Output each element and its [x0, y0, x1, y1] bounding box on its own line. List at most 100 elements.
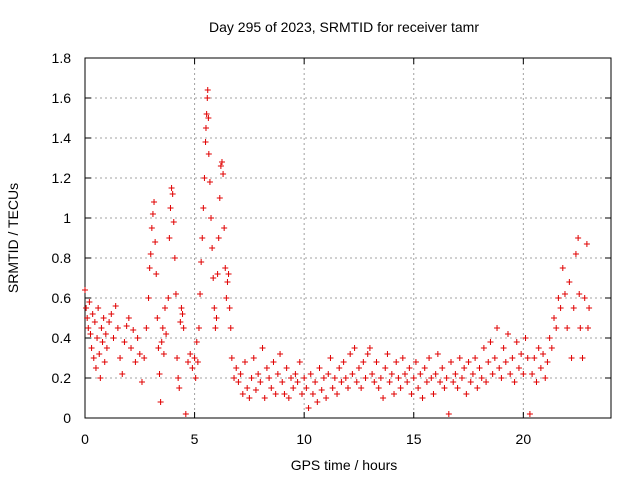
data-point	[456, 355, 463, 361]
data-point	[175, 375, 182, 381]
data-point	[491, 355, 498, 361]
data-point	[349, 371, 356, 377]
data-point	[138, 379, 145, 385]
y-axis-label: SRMTID / TECUs	[5, 183, 21, 293]
data-point	[231, 375, 238, 381]
data-point	[584, 325, 591, 331]
data-point	[555, 295, 562, 301]
data-point	[548, 345, 555, 351]
data-point	[388, 371, 395, 377]
data-point	[208, 215, 215, 221]
data-point	[426, 355, 433, 361]
data-point	[87, 331, 94, 337]
data-point	[404, 379, 411, 385]
data-point	[222, 265, 229, 271]
data-point	[509, 355, 516, 361]
y-tick-label: 0.8	[52, 250, 72, 266]
data-point	[217, 163, 224, 169]
y-tick-label: 1.8	[52, 50, 72, 66]
data-point	[152, 239, 159, 245]
data-point	[312, 379, 319, 385]
data-point	[502, 359, 509, 365]
data-point	[518, 351, 525, 357]
data-point	[399, 355, 406, 361]
data-point	[338, 379, 345, 385]
data-point	[369, 371, 376, 377]
data-point	[520, 371, 527, 377]
data-point	[401, 371, 408, 377]
data-point	[174, 355, 181, 361]
data-point	[171, 255, 178, 261]
data-point	[91, 319, 98, 325]
data-point	[329, 385, 336, 391]
data-point	[218, 159, 225, 165]
data-point	[257, 379, 264, 385]
data-point	[496, 365, 503, 371]
data-point	[443, 375, 450, 381]
data-point	[82, 287, 88, 293]
data-point	[205, 151, 212, 157]
data-point	[283, 365, 290, 371]
data-point	[583, 241, 590, 247]
data-point	[336, 365, 343, 371]
data-point	[182, 411, 189, 417]
data-point	[141, 355, 148, 361]
data-point	[345, 385, 351, 391]
data-point	[577, 325, 584, 331]
data-point	[157, 399, 164, 405]
data-point	[380, 395, 387, 401]
data-point	[160, 351, 167, 357]
data-point	[480, 345, 487, 351]
data-point	[170, 219, 177, 225]
data-point	[441, 385, 448, 391]
data-point	[206, 179, 213, 185]
data-point	[393, 359, 400, 365]
data-point	[561, 291, 568, 297]
data-point	[279, 379, 286, 385]
data-point	[212, 325, 219, 331]
data-point	[97, 375, 104, 381]
data-point	[191, 355, 198, 361]
data-point	[298, 391, 305, 397]
data-point	[340, 359, 347, 365]
data-point	[487, 339, 494, 345]
data-point	[439, 365, 446, 371]
data-point	[586, 305, 593, 311]
data-point	[237, 371, 244, 377]
data-point	[100, 315, 107, 321]
data-point	[445, 411, 452, 417]
data-point	[327, 355, 334, 361]
x-tick-label: 5	[191, 431, 199, 447]
data-point	[531, 355, 538, 361]
data-point	[318, 387, 325, 393]
data-point	[469, 371, 476, 377]
data-point	[437, 379, 444, 385]
data-point	[146, 265, 153, 271]
data-point	[498, 375, 505, 381]
data-point	[290, 385, 297, 391]
data-point	[305, 405, 312, 411]
data-point	[274, 371, 281, 377]
data-point	[576, 291, 583, 297]
data-point	[108, 311, 115, 317]
data-point	[568, 355, 575, 361]
data-point	[94, 335, 101, 341]
data-point	[384, 351, 391, 357]
data-point	[364, 351, 371, 357]
data-point	[331, 375, 338, 381]
data-point	[410, 375, 417, 381]
data-point	[570, 305, 577, 311]
data-point	[195, 325, 202, 331]
data-point	[415, 385, 422, 391]
data-point	[353, 379, 360, 385]
data-point	[145, 295, 152, 301]
data-point	[540, 351, 547, 357]
data-point	[544, 359, 551, 365]
data-point	[366, 345, 373, 351]
data-point	[169, 191, 176, 197]
data-point	[360, 359, 367, 365]
data-point	[130, 327, 137, 333]
data-point	[192, 375, 199, 381]
x-axis-ticks: 0 5 10 15 20	[81, 58, 531, 447]
